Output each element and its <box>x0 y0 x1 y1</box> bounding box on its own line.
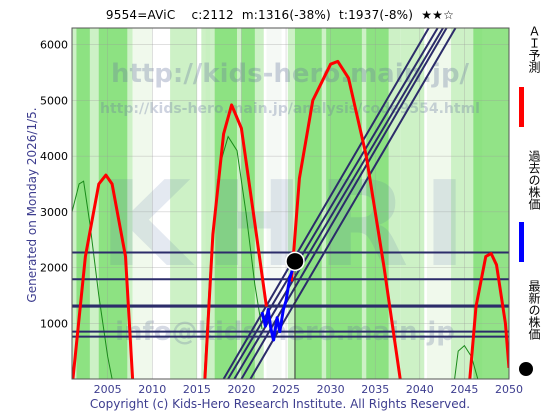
plot-bg-stripe <box>294 28 322 379</box>
generated-date-text: Generated on Monday 2026/1/5. <box>25 107 39 302</box>
plot-bg-stripe <box>76 28 90 379</box>
past-price-line <box>260 260 297 342</box>
x-tick-label: 2010 <box>138 383 166 396</box>
x-tick-label: 2040 <box>406 383 434 396</box>
trend-line <box>222 28 430 379</box>
watermark-logo: KHRI <box>100 155 481 293</box>
plot-bg-stripe <box>241 28 255 379</box>
y-tick-label: 6000 <box>40 39 68 52</box>
legend-dot-swatch <box>519 362 533 376</box>
ai-prediction-line <box>203 103 268 379</box>
y-tick-label: 4000 <box>40 150 68 163</box>
plot-bg-stripe <box>426 28 452 379</box>
legend-label: 過去の株価 <box>527 150 541 210</box>
plot-bg-stripe <box>170 28 197 379</box>
generated-date-label: Generated on Monday 2026/1/5. <box>25 107 39 302</box>
x-tick-label: 2025 <box>272 383 300 396</box>
x-axis-ticks: 2005 2010 2015 2020 2025 2030 2035 2040 2045 2050 <box>94 383 523 396</box>
legend-line-swatch <box>519 87 524 127</box>
y-tick-label: 5000 <box>40 94 68 107</box>
chart-title: 9554=AViC c:2112 m:1316(-38%) t:1937(-8%… <box>105 8 455 22</box>
y-axis-ticks: 1000 2000 3000 4000 5000 6000 <box>40 39 68 331</box>
copyright-footer: Copyright (c) Kids-Hero Research Institu… <box>89 397 471 411</box>
legend-label: ＡＩ予測 <box>527 25 541 73</box>
watermark-url-2: http://kids-hero.main.jp/analysis/code95… <box>100 101 480 117</box>
green-curve <box>454 344 479 379</box>
legend: ＡＩ予測過去の株価最新の株価 <box>516 25 546 385</box>
y-tick-label: 3000 <box>40 206 68 219</box>
horizontal-lines <box>72 251 509 338</box>
legend-label: 最新の株価 <box>527 280 541 340</box>
plot-bg-stripe <box>132 28 153 379</box>
trend-line <box>249 28 457 379</box>
plot-bg-stripe <box>473 28 509 379</box>
series-layer <box>72 59 509 379</box>
y-tick-label: 2000 <box>40 262 68 275</box>
grid <box>72 28 509 379</box>
ai-prediction-line <box>72 173 135 379</box>
plot-bg-stripe <box>266 28 282 379</box>
x-tick-label: 2020 <box>227 383 255 396</box>
plot-bg-stripe <box>98 28 128 379</box>
watermark: KHRI http://kids-hero.main.jp/ http://ki… <box>100 59 481 347</box>
x-tick-label: 2015 <box>183 383 211 396</box>
ai-prediction-line <box>289 59 402 379</box>
x-tick-label: 2050 <box>495 383 523 396</box>
ai-prediction-line <box>468 252 509 379</box>
plot-frame <box>71 27 510 380</box>
plot-bg-stripe <box>366 28 389 379</box>
x-tick-label: 2035 <box>361 383 389 396</box>
plot-bg-stripe <box>214 28 237 379</box>
legend-line-swatch <box>519 222 524 262</box>
x-tick-label: 2030 <box>317 383 345 396</box>
x-tick-label: 2045 <box>450 383 478 396</box>
x-tick-label: 2005 <box>94 383 122 396</box>
plot-background <box>72 28 509 379</box>
y-tick-label: 1000 <box>40 317 68 330</box>
green-curve <box>72 180 113 379</box>
latest-price-dot <box>285 251 305 272</box>
